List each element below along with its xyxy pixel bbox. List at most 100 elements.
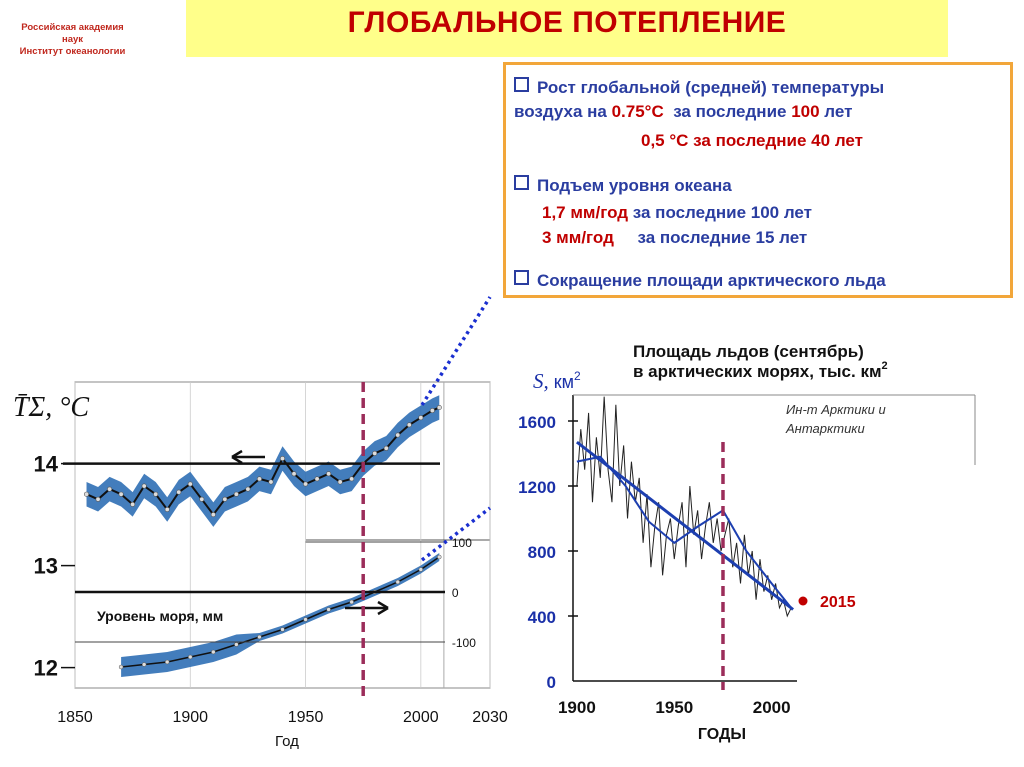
temperature-point [107,486,113,492]
fact-part: за последние 100 лет [628,203,812,222]
x-tick-label: 2000 [753,698,791,717]
temperature-point [279,455,285,461]
x-tick-label: 2000 [403,709,439,726]
temperature-point [256,476,262,482]
temperature-point [372,450,378,456]
dotted-connector [420,506,492,562]
fact-part: 0,5 °C [641,131,689,150]
y-tick-label: 800 [528,543,556,562]
sealevel-point [188,654,193,660]
y-tick-label: 0 [547,673,556,692]
logo-line: Российская академия [21,22,124,33]
chart-title-line-1: Площадь льдов (сентябрь) [633,342,864,361]
temperature-point [118,491,124,497]
sealevel-point [418,567,424,572]
temperature-point [84,491,90,497]
temperature-sealevel-chart: 12 13 14 100 0 -100 1850 1900 1950 2000 2030 Год T̄Σ… [13,381,508,750]
temperature-uncertainty-band [86,395,440,527]
dotted-connector [420,296,492,406]
x-tick-label: 1900 [558,698,596,717]
temperature-point [222,496,228,502]
temperature-point [418,415,424,421]
y-tick-label: 13 [34,554,58,579]
y-tick-label: 1600 [518,413,556,432]
chart-title-line-2: в арктических морях, тыс. км2 [633,360,888,381]
left-arrow-icon [231,449,243,465]
highlight-2015-label: 2015 [820,594,856,611]
temperature-point [245,486,251,492]
temperature-point [141,483,147,489]
sealevel-point [164,659,170,665]
temperature-point [314,476,320,482]
fact-part: за последние 15 лет [613,228,808,247]
checkbox-bullet-icon [514,270,529,285]
sealevel-annotation: Уровень моря, мм [97,608,223,624]
temperature-point [210,512,216,518]
fact-part: 0.75°C [611,102,664,121]
y-tick-label: 400 [528,608,556,627]
zoom-connectors [420,296,492,562]
fact-line-3: Подъем уровня океана [514,175,732,196]
temperature-point [233,491,239,497]
sealevel-point [395,579,401,585]
temperature-point [383,445,389,451]
sealevel-point [234,642,239,647]
temperature-point [436,404,442,410]
sealevel-point [141,662,147,667]
sealevel-point [257,634,262,640]
temperature-point [429,408,435,414]
temperature-point [187,481,193,487]
fact-part: за последние [688,131,812,150]
temperature-point [291,471,297,477]
x-tick-label: 1900 [172,709,208,726]
sealevel-point [211,649,216,655]
temperature-point [326,471,332,477]
x-axis-label: Год [275,733,299,750]
fact-part: лет [819,102,853,121]
x-axis-label: ГОДЫ [698,726,746,743]
y-axis-label: S, км2 [533,369,581,393]
y-axis-label: T̄Σ, °C [13,392,89,423]
logo-line: наук [61,34,84,45]
y-tick-label: 14 [34,452,59,477]
fact-line-1: воздуха на 0.75°C за последние 100 лет [514,102,852,122]
sealevel-tick-label: -100 [452,636,476,650]
highlight-2015-dot [798,596,808,606]
right-arrow-icon [377,600,389,616]
y-tick-label: 12 [34,656,58,681]
fact-line-5: 3 мм/год за последние 15 лет [542,228,807,248]
sealevel-point [349,599,354,605]
fact-part: Сокращение площади арктического льда [537,271,886,290]
x-tick-label: 1850 [57,709,93,726]
arctic-ice-chart: 2015 0 400 800 1200 1600 1900 1950 2000 ГОДЫ S, км… [518,342,976,743]
fact-part: воздуха на [514,102,612,121]
fact-part: Подъем уровня океана [537,176,732,195]
fact-line-4: 1,7 мм/год за последние 100 лет [542,203,812,223]
fact-part: за последние [663,102,792,121]
fact-line-6: Сокращение площади арктического льда [514,270,886,291]
logo-line: Институт океанологии [19,46,126,57]
fact-line-2: 0,5 °C за последние 40 лет [641,131,863,151]
fact-part: 100 [791,102,820,121]
temperature-point [395,432,401,438]
sealevel-point [280,627,285,632]
fact-line-0: Рост глобальной (средней) температуры [514,77,884,98]
y-tick-label: 1200 [518,478,556,497]
temperature-point [406,422,412,428]
temperature-point [199,496,205,502]
sealevel-uncertainty-band [121,553,440,677]
source-line-1: Ин-т Арктики и [786,402,886,417]
fact-part: 3 мм/год [542,228,614,247]
temperature-point [303,481,309,487]
checkbox-bullet-icon [514,175,529,190]
ice-raw-series-line [576,396,792,618]
temperature-point [337,479,343,485]
temperature-point [95,496,101,502]
page-title: ГЛОБАЛЬНОЕ ПОТЕПЛЕНИЕ [347,6,787,39]
logo-text: Российская академия наук Институт океано… [0,22,145,58]
fact-part: Рост глобальной (средней) температуры [537,78,885,97]
sealevel-point [118,664,124,670]
temperature-point [176,489,182,495]
source-line-2: Антарктики [785,421,865,436]
